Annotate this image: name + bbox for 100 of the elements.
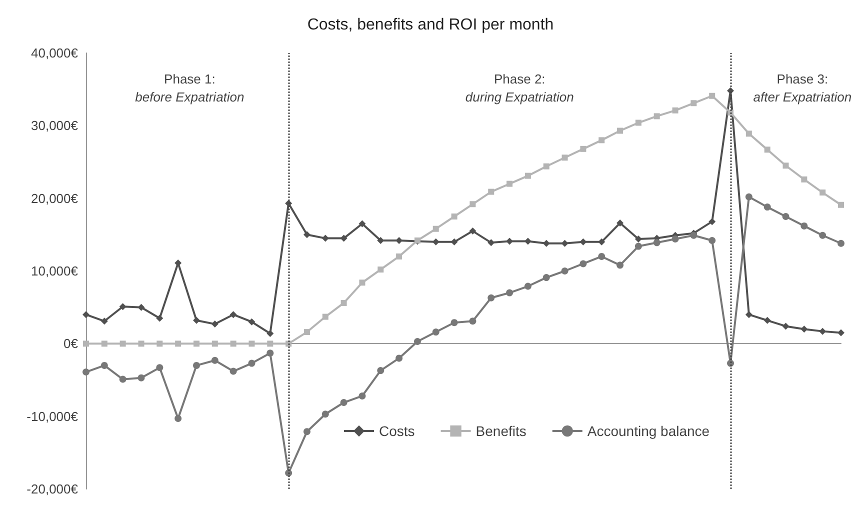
point [193, 340, 200, 347]
point [838, 329, 844, 336]
point [248, 318, 256, 326]
point [396, 253, 402, 260]
point [303, 231, 310, 238]
point [635, 120, 642, 126]
point [745, 193, 752, 200]
annotation: Phase 2: during Expatriation [465, 72, 574, 104]
point [488, 188, 494, 195]
point [359, 280, 366, 286]
point [800, 222, 808, 230]
point [396, 354, 403, 362]
point [322, 314, 328, 320]
point [156, 340, 163, 347]
point [377, 367, 384, 374]
point [322, 234, 329, 242]
point [782, 322, 790, 330]
legend-label: Benefits [476, 423, 526, 439]
point [801, 176, 808, 182]
point [175, 340, 182, 347]
point [469, 318, 476, 325]
point [304, 329, 310, 336]
y-tick-label: 0€ [64, 336, 79, 352]
point [488, 239, 495, 246]
point [248, 340, 255, 347]
point [378, 266, 384, 273]
point [782, 213, 790, 220]
point [616, 262, 624, 269]
y-tick-label: 20,000€ [31, 190, 79, 206]
point [506, 180, 513, 187]
point [396, 236, 403, 244]
point [598, 252, 606, 260]
point [654, 113, 660, 120]
point [580, 238, 587, 246]
point [838, 202, 844, 208]
point [340, 234, 348, 242]
point [672, 236, 679, 243]
point [617, 128, 624, 134]
point [764, 316, 771, 324]
point [138, 374, 145, 382]
point [82, 311, 90, 318]
point [432, 328, 440, 336]
y-tick-label: -20,000€ [26, 482, 79, 496]
point [469, 228, 476, 235]
point [230, 311, 237, 318]
point [800, 326, 808, 333]
point [432, 226, 439, 232]
point [598, 137, 605, 144]
point [653, 239, 660, 246]
point [506, 238, 514, 245]
point [248, 360, 256, 367]
point [83, 340, 89, 347]
point [192, 316, 200, 324]
point [562, 154, 568, 161]
point [119, 303, 126, 310]
point [211, 320, 218, 328]
point [709, 92, 716, 99]
point [764, 204, 771, 211]
point [782, 162, 789, 169]
point [358, 392, 366, 400]
annotation: Phase 3: after Expatriation [753, 72, 852, 104]
point [470, 201, 476, 208]
point [432, 238, 440, 246]
point [488, 294, 495, 302]
point [543, 163, 550, 170]
point [100, 362, 108, 369]
point [303, 428, 310, 436]
point [580, 260, 587, 268]
point [138, 340, 144, 347]
point [819, 232, 826, 239]
point [450, 238, 458, 246]
y-tick-label: -10,000€ [26, 408, 79, 424]
point [580, 146, 586, 152]
legend-label: Costs [379, 423, 415, 439]
point [211, 356, 218, 364]
point [212, 340, 218, 347]
y-tick-label: 30,000€ [31, 118, 79, 134]
legend-label: Accounting balance [587, 423, 710, 439]
point [192, 362, 200, 369]
point [634, 236, 642, 243]
annotation: Phase 1: before Expatriation [135, 72, 244, 104]
point [156, 314, 164, 322]
point [414, 338, 421, 345]
point [542, 240, 550, 247]
point [708, 236, 716, 244]
point [598, 238, 606, 246]
point [138, 304, 145, 311]
y-tick-label: 10,000€ [31, 264, 79, 278]
point [708, 218, 716, 226]
point [340, 300, 347, 306]
point [524, 282, 532, 290]
point [322, 410, 329, 418]
point [82, 368, 90, 376]
point [506, 289, 514, 296]
point [156, 364, 164, 372]
point [120, 340, 126, 347]
point [561, 240, 568, 247]
point [616, 220, 624, 227]
point [634, 242, 642, 250]
point [819, 328, 826, 335]
